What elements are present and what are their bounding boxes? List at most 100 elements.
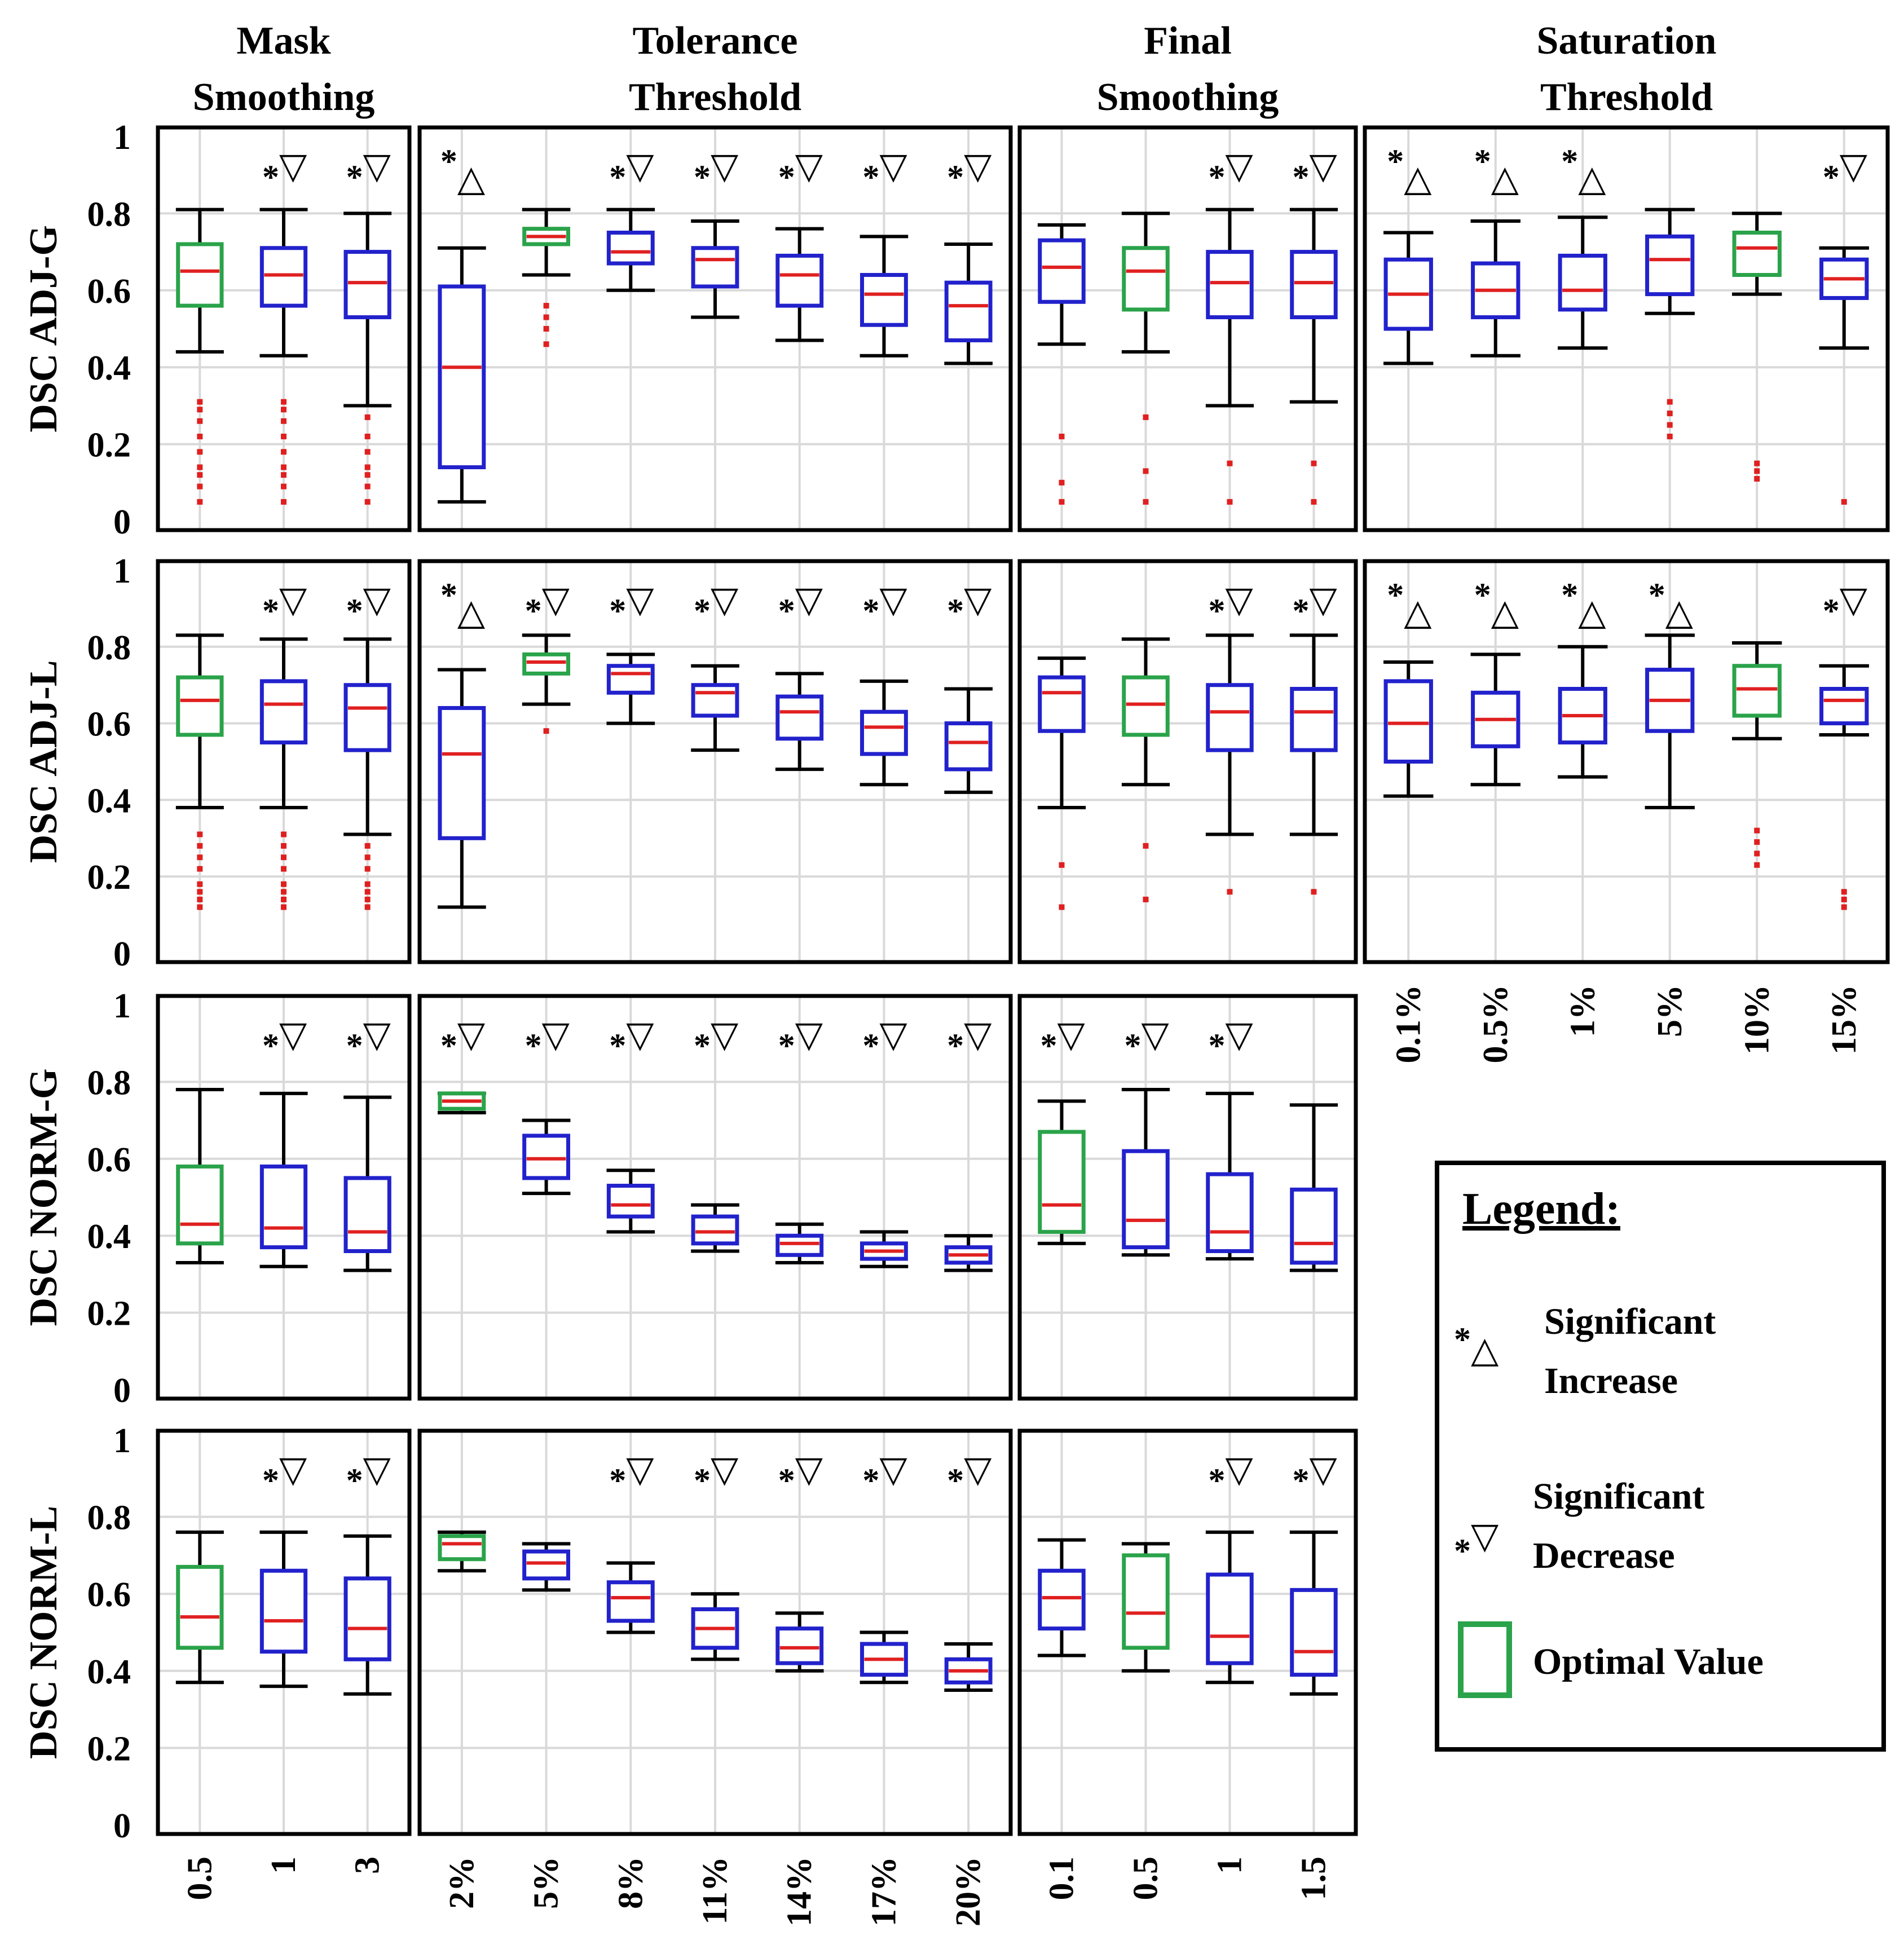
box-mask-smoothing-adj-g-1: * ▽ — [259, 146, 308, 505]
sig-star: * — [778, 592, 795, 629]
outlier-point — [281, 881, 287, 887]
box-tolerance-threshold-norm-l-6: * ▽ — [944, 1449, 993, 1692]
box-iqr — [176, 1564, 224, 1650]
sig-star: * — [778, 158, 795, 196]
outlier-point — [197, 889, 203, 895]
sig-star: * — [1293, 158, 1310, 196]
sig-star: * — [778, 1462, 795, 1499]
box-saturation-threshold-adj-l-5: * ▽ — [1819, 580, 1869, 910]
x-tick-label: 3 — [349, 1857, 387, 1874]
box-tolerance-threshold-adj-g-6: * ▽ — [944, 146, 993, 365]
box-iqr — [775, 694, 824, 741]
sig-star: * — [1209, 158, 1226, 196]
sig-star: * — [1561, 576, 1578, 614]
y-tick-label: 0.6 — [87, 1576, 131, 1614]
outlier-point — [1143, 896, 1149, 902]
outlier-point — [364, 472, 371, 478]
box-mask-smoothing-adj-g-2: * ▽ — [343, 146, 392, 505]
box-tolerance-threshold-norm-g-2: * ▽ — [606, 1015, 655, 1234]
column-title-0-line1: Mask — [236, 19, 330, 63]
outlier-point — [197, 399, 203, 405]
x-tick-label: 5% — [527, 1857, 566, 1909]
outlier-point — [1841, 904, 1847, 910]
outlier-point — [1059, 862, 1065, 868]
outlier-point — [364, 843, 371, 849]
box-final-smoothing-norm-l-2: * ▽ — [1205, 1449, 1254, 1685]
panel-frame — [1017, 559, 1358, 964]
sig-increase-icon: △ — [457, 592, 486, 632]
y-tick-label: 0.2 — [87, 858, 131, 897]
box-iqr — [438, 1534, 486, 1562]
legend-decrease-triangle-icon: ▽ — [1471, 1516, 1499, 1556]
x-tick-label: 14% — [781, 1857, 819, 1926]
sig-star: * — [1209, 1462, 1226, 1499]
panel-final-smoothing-norm-l: * ▽ * ▽ — [1017, 1428, 1358, 1836]
outlier-point — [197, 433, 203, 439]
panels-layer: * ▽ * ▽ * △ * ▽ * ▽ * ▽ * ▽ * ▽ * ▽ * ▽ * △ * △ * △ * ▽* ▽ * ▽ * △ * ▽ * ▽ * ▽… — [156, 125, 1890, 1836]
box-iqr — [1732, 231, 1782, 277]
outlier-point — [1667, 433, 1673, 439]
outlier-point — [1227, 499, 1233, 505]
y-tick-label: 1 — [113, 1422, 131, 1460]
box-final-smoothing-adj-l-1 — [1121, 637, 1170, 902]
legend-decrease-star: * — [1454, 1532, 1471, 1569]
box-iqr — [1206, 683, 1254, 752]
box-iqr — [775, 1626, 824, 1665]
sig-star: * — [947, 1462, 964, 1499]
sig-increase-icon: △ — [1404, 592, 1432, 632]
box-iqr — [343, 1576, 391, 1661]
box-iqr — [1206, 1572, 1254, 1665]
y-tick-label: 1 — [113, 987, 131, 1025]
sig-decrease-icon: ▽ — [1141, 1015, 1170, 1055]
box-tolerance-threshold-adj-g-3: * ▽ — [691, 146, 739, 319]
sig-star: * — [262, 592, 279, 629]
outlier-point — [1143, 499, 1149, 505]
box-tolerance-threshold-adj-l-2: * ▽ — [606, 580, 655, 725]
sig-decrease-icon: ▽ — [795, 580, 823, 620]
x-tick-label: 17% — [865, 1857, 903, 1926]
outlier-point — [281, 433, 287, 439]
box-iqr — [1290, 1187, 1338, 1265]
x-tick-label: 1% — [1563, 985, 1602, 1037]
legend-optimal-label: Optimal Value — [1533, 1641, 1764, 1682]
box-iqr — [343, 250, 391, 320]
outlier-point — [281, 472, 287, 478]
box-iqr — [691, 1214, 739, 1246]
sig-star: * — [1125, 1027, 1141, 1064]
outlier-point — [1841, 889, 1847, 895]
sig-decrease-icon: ▽ — [1840, 580, 1868, 620]
outlier-point — [364, 433, 371, 439]
column-title-1-line2: Threshold — [629, 76, 801, 119]
panel-final-smoothing-adj-l: * ▽ * ▽ — [1017, 559, 1358, 964]
outlier-point — [1754, 460, 1760, 466]
sig-star: * — [1293, 1462, 1310, 1499]
box-mask-smoothing-adj-l-2: * ▽ — [343, 580, 392, 910]
box-final-smoothing-norm-l-0 — [1037, 1538, 1086, 1657]
box-iqr — [1383, 679, 1433, 764]
outlier-point — [1754, 862, 1760, 868]
outlier-point — [543, 303, 549, 309]
sig-star: * — [694, 158, 711, 196]
panel-frame — [417, 559, 1013, 964]
legend-increase-triangle-icon: △ — [1471, 1330, 1499, 1370]
sig-decrease-icon: ▽ — [879, 146, 907, 186]
panel-frame — [1363, 559, 1890, 964]
box-iqr — [259, 246, 308, 308]
sig-decrease-icon: ▽ — [711, 146, 739, 186]
outlier-point — [197, 881, 203, 887]
sig-increase-icon: △ — [1491, 592, 1519, 632]
box-saturation-threshold-adj-g-0: * △ — [1383, 143, 1434, 365]
outlier-point — [1754, 839, 1760, 845]
outlier-point — [364, 866, 371, 872]
box-mask-smoothing-norm-l-1: * ▽ — [259, 1449, 308, 1688]
panel-mask-smoothing-norm-l: * ▽ * ▽ — [156, 1428, 412, 1836]
box-iqr — [1732, 664, 1782, 718]
legend-box: Legend: * △ Significant Increase * ▽ Sig… — [1435, 1161, 1886, 1752]
box-mask-smoothing-norm-l-2: * ▽ — [343, 1449, 392, 1696]
sig-star: * — [1041, 1027, 1057, 1064]
outlier-point — [1059, 904, 1065, 910]
sig-decrease-icon: ▽ — [1226, 1449, 1254, 1489]
outlier-point — [197, 407, 203, 413]
box-mask-smoothing-adj-g-0 — [175, 208, 224, 505]
box-tolerance-threshold-adj-g-5: * ▽ — [860, 146, 909, 358]
